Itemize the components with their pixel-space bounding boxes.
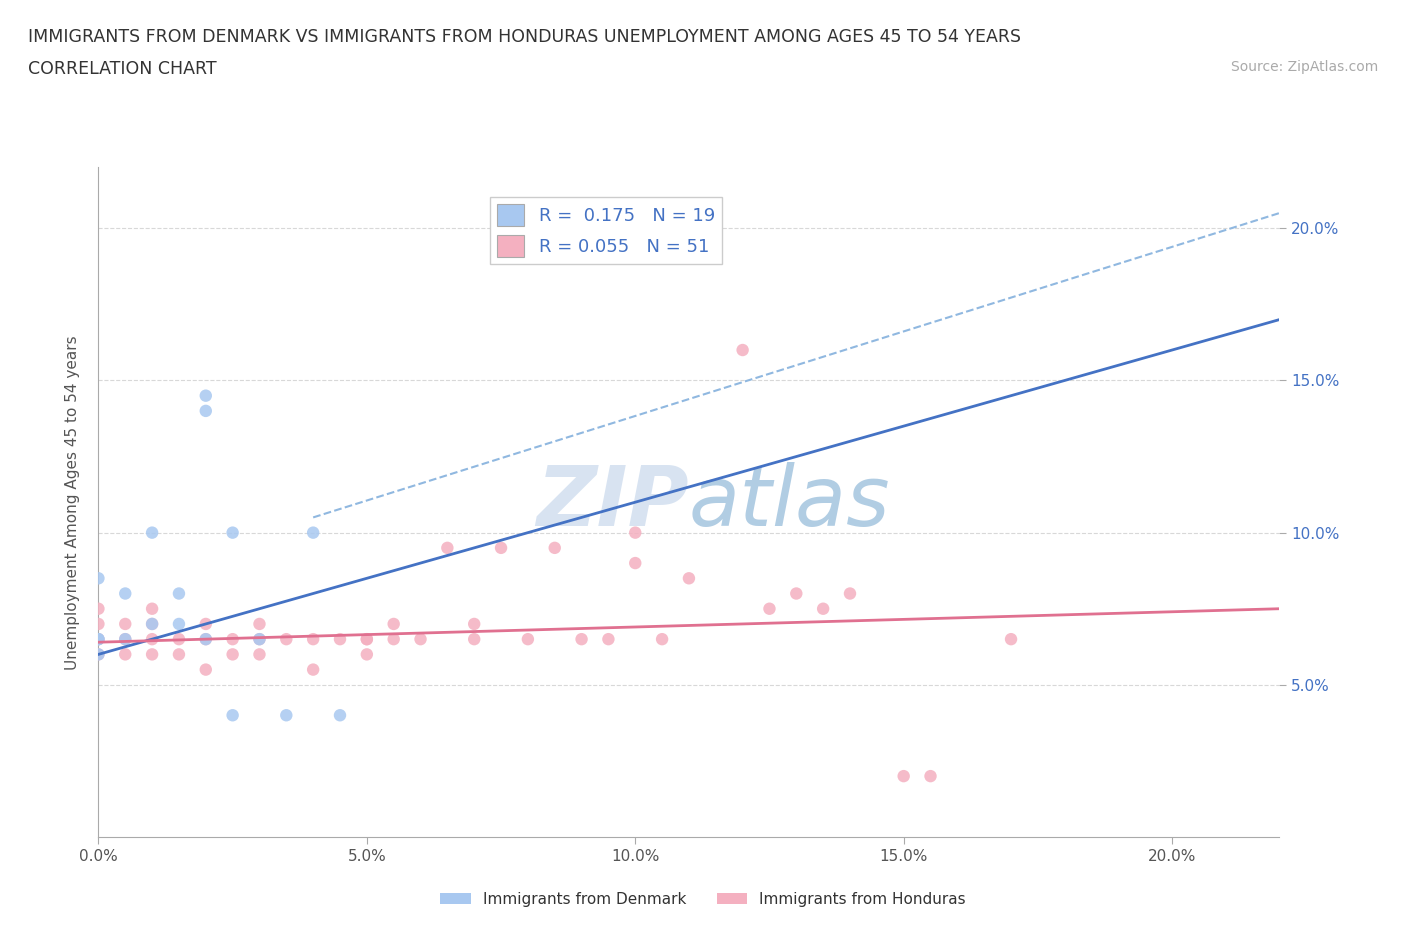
Point — [87, 571, 110, 586]
Point — [839, 586, 862, 601]
Point — [249, 647, 271, 662]
Point — [758, 602, 780, 617]
Point — [141, 617, 163, 631]
Legend: Immigrants from Denmark, Immigrants from Honduras: Immigrants from Denmark, Immigrants from… — [434, 886, 972, 913]
Point — [302, 525, 325, 540]
Point — [249, 617, 271, 631]
Point — [516, 631, 538, 646]
Point — [409, 631, 432, 646]
Text: CORRELATION CHART: CORRELATION CHART — [28, 60, 217, 78]
Point — [731, 342, 754, 357]
Point — [356, 631, 378, 646]
Point — [651, 631, 673, 646]
Point — [114, 647, 136, 662]
Point — [194, 662, 217, 677]
Point — [194, 388, 217, 403]
Point — [624, 555, 647, 570]
Point — [87, 602, 110, 617]
Point — [463, 617, 485, 631]
Point — [624, 525, 647, 540]
Point — [114, 617, 136, 631]
Point — [382, 631, 405, 646]
Point — [544, 540, 567, 555]
Point — [785, 586, 807, 601]
Point — [141, 631, 163, 646]
Point — [920, 769, 942, 784]
Point — [249, 631, 271, 646]
Text: IMMIGRANTS FROM DENMARK VS IMMIGRANTS FROM HONDURAS UNEMPLOYMENT AMONG AGES 45 T: IMMIGRANTS FROM DENMARK VS IMMIGRANTS FR… — [28, 28, 1021, 46]
Point — [221, 631, 243, 646]
Point — [87, 631, 110, 646]
Point — [114, 586, 136, 601]
Point — [221, 708, 243, 723]
Point — [87, 631, 110, 646]
Legend: R =  0.175   N = 19, R = 0.055   N = 51: R = 0.175 N = 19, R = 0.055 N = 51 — [491, 196, 723, 264]
Point — [167, 617, 190, 631]
Point — [167, 647, 190, 662]
Point — [893, 769, 915, 784]
Point — [489, 540, 512, 555]
Point — [571, 631, 593, 646]
Point — [194, 631, 217, 646]
Point — [87, 647, 110, 662]
Point — [141, 602, 163, 617]
Point — [436, 540, 458, 555]
Point — [276, 631, 298, 646]
Point — [221, 525, 243, 540]
Point — [114, 631, 136, 646]
Text: ZIP: ZIP — [536, 461, 689, 543]
Point — [167, 631, 190, 646]
Point — [141, 617, 163, 631]
Point — [249, 631, 271, 646]
Point — [329, 631, 352, 646]
Point — [194, 617, 217, 631]
Point — [356, 631, 378, 646]
Point — [276, 708, 298, 723]
Point — [1000, 631, 1022, 646]
Point — [87, 647, 110, 662]
Point — [167, 586, 190, 601]
Text: atlas: atlas — [689, 461, 890, 543]
Point — [356, 647, 378, 662]
Text: Source: ZipAtlas.com: Source: ZipAtlas.com — [1230, 60, 1378, 74]
Point — [194, 631, 217, 646]
Point — [463, 631, 485, 646]
Point — [87, 631, 110, 646]
Point — [114, 631, 136, 646]
Point — [598, 631, 620, 646]
Point — [382, 617, 405, 631]
Point — [221, 647, 243, 662]
Point — [678, 571, 700, 586]
Point — [302, 631, 325, 646]
Point — [87, 617, 110, 631]
Y-axis label: Unemployment Among Ages 45 to 54 years: Unemployment Among Ages 45 to 54 years — [65, 335, 80, 670]
Point — [194, 404, 217, 418]
Point — [329, 708, 352, 723]
Point — [141, 647, 163, 662]
Point — [141, 525, 163, 540]
Point — [811, 602, 834, 617]
Point — [302, 662, 325, 677]
